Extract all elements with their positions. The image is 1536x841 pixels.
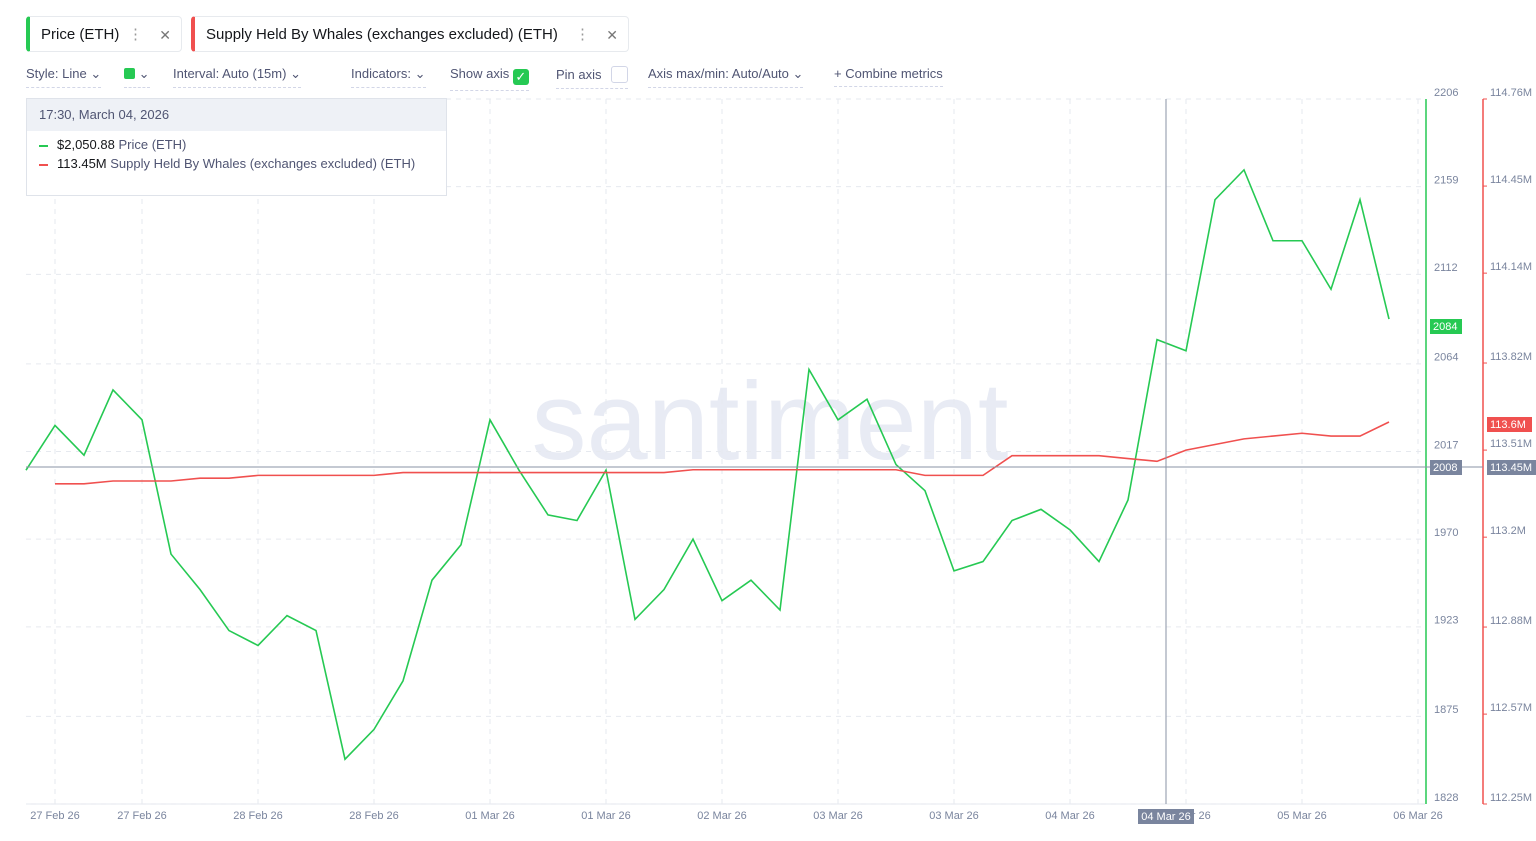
value: $2,050.88 bbox=[57, 137, 115, 152]
y-tick-label: 1923 bbox=[1434, 615, 1458, 627]
y-tick-label: 2112 bbox=[1434, 262, 1458, 274]
interval-select[interactable]: Interval: Auto (15m) ⌄ bbox=[173, 66, 301, 88]
hover-label-bg bbox=[1430, 460, 1462, 475]
series-line bbox=[55, 421, 1390, 485]
x-tick-label: 04 Mar 26 bbox=[1045, 810, 1095, 822]
tooltip-row: 113.45M Supply Held By Whales (exchanges… bbox=[27, 156, 446, 171]
x-tick-label: 03 Mar 26 bbox=[929, 810, 979, 822]
color-select[interactable]: ⌄ bbox=[124, 66, 150, 88]
y2-tick-label: 114.76M bbox=[1490, 87, 1532, 99]
combine-metrics[interactable]: + Combine metrics bbox=[834, 66, 943, 87]
menu[interactable]: ⋮ bbox=[575, 26, 590, 43]
tab-label: Price (ETH) bbox=[41, 26, 120, 43]
close[interactable]: ✕ bbox=[159, 27, 171, 43]
hover-whales-label: 113.45M bbox=[1490, 462, 1532, 474]
pin-axis[interactable]: Pin axis bbox=[556, 66, 629, 89]
label: Show axis bbox=[450, 66, 510, 81]
show-axis[interactable]: Show axis ✓ bbox=[450, 66, 529, 91]
last-label-bg bbox=[1430, 319, 1462, 334]
x-tick-label: 01 Mar 26 bbox=[581, 810, 631, 822]
y2-tick-label: 112.57M bbox=[1490, 702, 1532, 714]
x-tick-label: 27 Feb 26 bbox=[30, 810, 80, 822]
y2-tick-label: 113.51M bbox=[1490, 438, 1532, 450]
metric-tab[interactable]: Price (ETH) ⋮ ✕ bbox=[26, 16, 182, 52]
hover-x-label: 04 Mar 26 bbox=[1141, 811, 1191, 823]
x-tick-label: 02 Mar 26 bbox=[697, 810, 747, 822]
tab-label: Supply Held By Whales (exchanges exclude… bbox=[206, 26, 558, 43]
y2-tick-label: 112.88M bbox=[1490, 615, 1532, 627]
y-tick-label: 2159 bbox=[1434, 175, 1458, 187]
x-tick-label: 28 Feb 26 bbox=[349, 810, 399, 822]
hover-price-label: 2008 bbox=[1433, 462, 1457, 474]
x-tick-label: 27 Feb 26 bbox=[117, 810, 167, 822]
x-tick-label: 06 Mar 26 bbox=[1393, 810, 1443, 822]
y2-tick-label: 114.45M bbox=[1490, 174, 1532, 186]
watermark: santiment bbox=[532, 360, 1009, 483]
value: 113.45M bbox=[57, 156, 107, 171]
y2-tick-label: 113.82M bbox=[1490, 351, 1532, 363]
x-tick-label: 01 Mar 26 bbox=[465, 810, 515, 822]
y2-tick-label: 114.14M bbox=[1490, 261, 1532, 273]
last-price-label: 2084 bbox=[1433, 321, 1457, 333]
last-label-bg bbox=[1487, 417, 1532, 432]
y-tick-label: 1875 bbox=[1434, 704, 1458, 716]
x-tick-label: 05 Mar 26 bbox=[1277, 810, 1327, 822]
indicators-select[interactable]: Indicators: ⌄ bbox=[351, 66, 426, 88]
y-tick-label: 1828 bbox=[1434, 792, 1458, 804]
series-name: Supply Held By Whales (exchanges exclude… bbox=[110, 156, 416, 171]
x-tick-label: 03 Mar 26 bbox=[813, 810, 863, 822]
label: Pin axis bbox=[556, 67, 602, 82]
y2-tick-label: 113.2M bbox=[1490, 525, 1526, 537]
last-whales-label: 113.6M bbox=[1490, 419, 1526, 431]
tooltip-time: 17:30, March 04, 2026 bbox=[27, 99, 446, 131]
tooltip-row: $2,050.88 Price (ETH) bbox=[27, 137, 446, 152]
metric-tab[interactable]: Supply Held By Whales (exchanges exclude… bbox=[191, 16, 629, 52]
y-tick-label: 2206 bbox=[1434, 87, 1458, 99]
label: Axis max/min: Auto/Auto bbox=[648, 66, 789, 81]
label: Style: Line bbox=[26, 66, 87, 81]
label: Combine metrics bbox=[845, 66, 943, 81]
x-tick-label: 28 Feb 26 bbox=[233, 810, 283, 822]
hover-label-bg bbox=[1138, 809, 1194, 824]
y-tick-label: 1970 bbox=[1434, 527, 1458, 539]
label: Interval: Auto (15m) bbox=[173, 66, 287, 81]
label: Indicators: bbox=[351, 66, 411, 81]
style-select[interactable]: Style: Line ⌄ bbox=[26, 66, 102, 88]
y-tick-label: 2064 bbox=[1434, 352, 1458, 364]
hover-label-bg bbox=[1487, 460, 1536, 475]
close[interactable]: ✕ bbox=[606, 27, 618, 43]
series-line bbox=[25, 168, 1390, 761]
y2-tick-label: 112.25M bbox=[1490, 792, 1532, 804]
menu[interactable]: ⋮ bbox=[128, 26, 143, 43]
axis-select[interactable]: Axis max/min: Auto/Auto ⌄ bbox=[648, 66, 804, 88]
y-tick-label: 2017 bbox=[1434, 439, 1458, 451]
series-name: Price (ETH) bbox=[118, 137, 187, 152]
tooltip: 17:30, March 04, 2026 $2,050.88 Price (E… bbox=[26, 98, 447, 196]
